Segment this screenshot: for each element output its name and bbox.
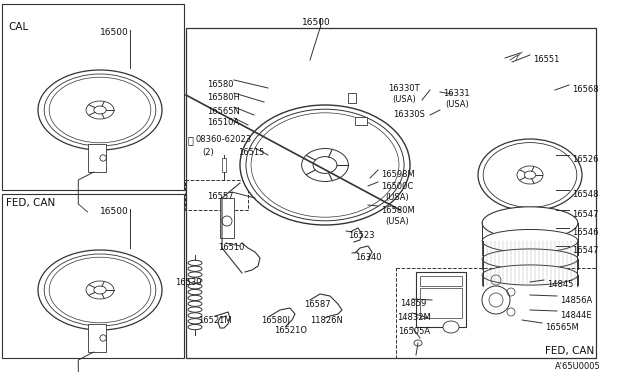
Text: 16510: 16510 [218,243,244,252]
Text: 16500: 16500 [100,207,129,216]
Text: 16580H: 16580H [207,93,240,102]
Bar [348,93,355,103]
Text: 16521M: 16521M [198,316,232,325]
Text: 16580M: 16580M [381,206,415,215]
Ellipse shape [414,340,422,346]
Ellipse shape [301,148,348,182]
Text: 16330S: 16330S [393,110,425,119]
Text: FED, CAN: FED, CAN [6,198,55,208]
Text: 14856A: 14856A [560,296,592,305]
Text: (USA): (USA) [385,193,409,202]
Text: (USA): (USA) [385,217,409,226]
Text: (2): (2) [202,148,214,157]
Text: 16565N: 16565N [207,107,240,116]
Text: 14845: 14845 [547,280,573,289]
Ellipse shape [517,166,543,184]
Ellipse shape [44,74,156,146]
Ellipse shape [482,230,578,253]
Bar [420,276,462,286]
Bar [420,288,462,318]
Text: (USA): (USA) [392,95,416,104]
Ellipse shape [49,257,151,323]
Text: 16551: 16551 [533,55,559,64]
Text: 16526: 16526 [572,155,598,164]
Ellipse shape [38,250,162,330]
Ellipse shape [86,281,114,299]
Text: 16331: 16331 [443,89,470,98]
Text: 14859: 14859 [400,299,426,308]
Ellipse shape [86,101,114,119]
Text: 16530: 16530 [175,278,202,287]
Ellipse shape [478,139,582,211]
Text: Ⓢ: Ⓢ [188,135,194,145]
Ellipse shape [313,157,337,173]
Bar [186,28,596,358]
Text: 16547: 16547 [572,246,598,255]
Ellipse shape [482,286,510,314]
Text: 16580J: 16580J [261,316,290,325]
Bar [88,144,106,172]
Text: 16598M: 16598M [381,170,415,179]
Ellipse shape [524,171,536,179]
Ellipse shape [483,142,577,208]
Ellipse shape [38,70,162,150]
Bar [220,198,234,238]
Bar [2,194,184,358]
Text: 16523: 16523 [348,231,374,240]
Ellipse shape [482,249,578,269]
Text: A'65U0005: A'65U0005 [555,362,601,371]
Ellipse shape [246,109,404,221]
Text: 16510A: 16510A [207,118,239,127]
Text: 16565M: 16565M [545,323,579,332]
Ellipse shape [251,113,399,217]
Text: 16500: 16500 [100,28,129,37]
Ellipse shape [94,286,106,294]
Ellipse shape [482,207,578,239]
Text: CAL: CAL [8,22,28,32]
Text: 14832M: 14832M [397,313,431,322]
Text: 16568: 16568 [572,85,598,94]
Ellipse shape [443,321,459,333]
Bar [222,158,226,172]
Text: 08360-62023: 08360-62023 [196,135,252,144]
Text: 16580: 16580 [207,80,234,89]
Text: FED, CAN: FED, CAN [545,346,595,356]
Ellipse shape [489,293,503,307]
Text: (USA): (USA) [445,100,468,109]
Text: 16500: 16500 [302,18,331,27]
Bar [88,324,106,352]
Text: 16547: 16547 [572,210,598,219]
Bar [416,272,466,327]
Bar [355,117,367,125]
Text: 16587: 16587 [304,300,331,309]
Ellipse shape [240,105,410,225]
Ellipse shape [49,77,151,143]
Text: 16548: 16548 [572,190,598,199]
Text: 16330T: 16330T [388,84,420,93]
Ellipse shape [482,265,578,285]
Ellipse shape [44,254,156,326]
Text: 16521O: 16521O [274,326,307,335]
Text: 16515: 16515 [238,148,264,157]
Text: 16505A: 16505A [398,327,430,336]
Ellipse shape [94,106,106,114]
Bar [396,268,596,358]
Text: 14844E: 14844E [560,311,591,320]
Bar [2,4,184,190]
Text: 16557: 16557 [207,192,234,201]
Text: 16500C: 16500C [381,182,413,191]
Text: 16546: 16546 [572,228,598,237]
Bar [185,180,248,210]
Text: 11826N: 11826N [310,316,343,325]
Text: 16340: 16340 [355,253,381,262]
